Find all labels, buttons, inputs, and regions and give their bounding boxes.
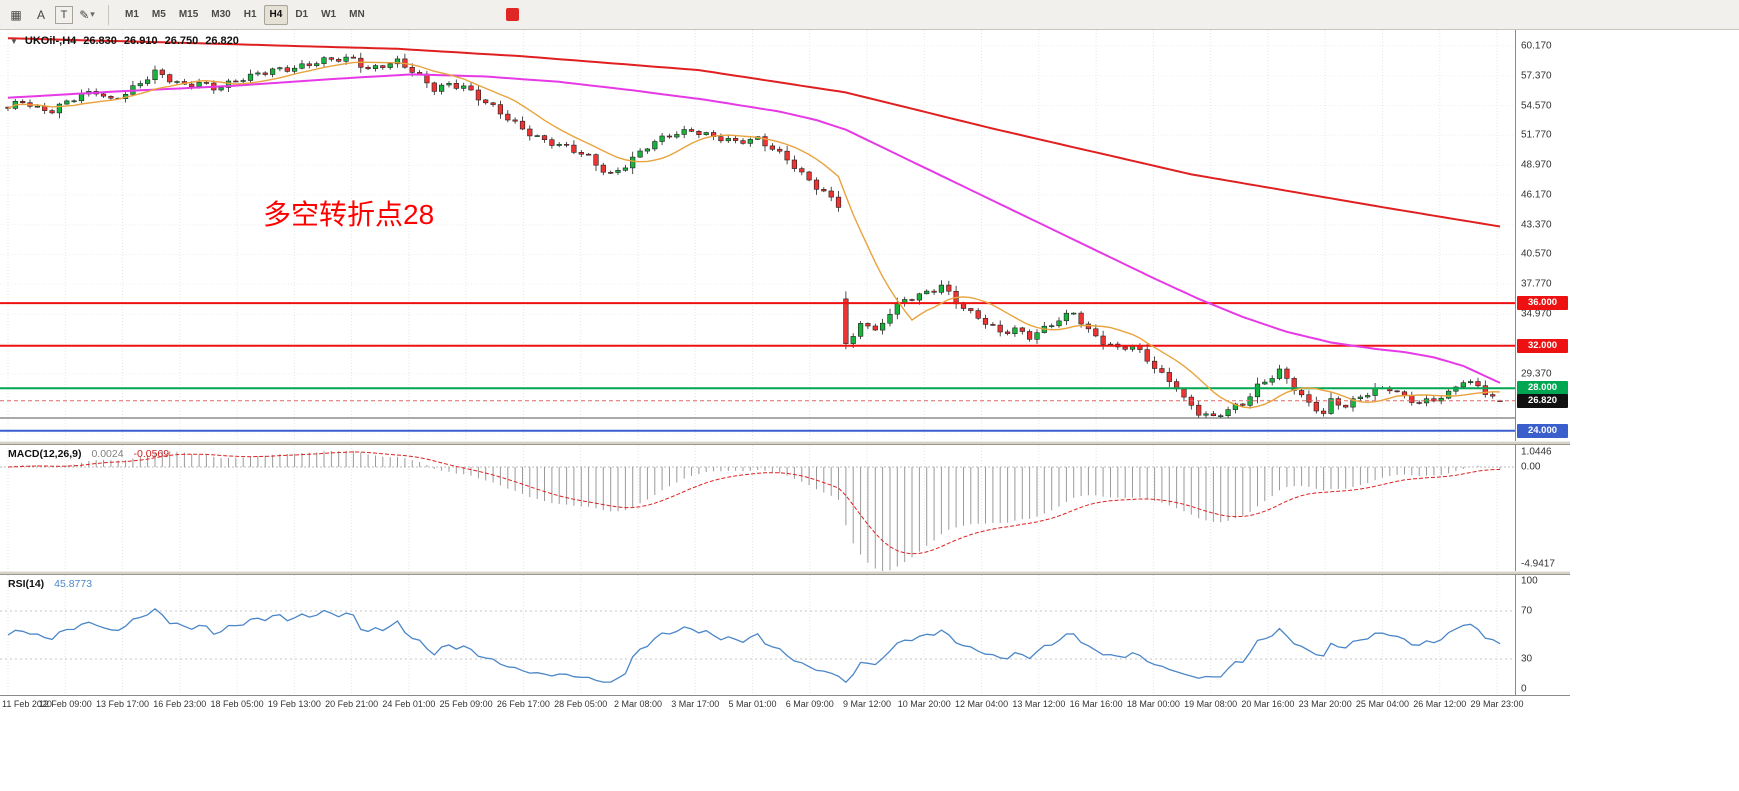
timeframe-h4[interactable]: H4 (263, 4, 289, 25)
timeframe-m15[interactable]: M15 (173, 5, 204, 25)
ohlc-high: 26.910 (123, 35, 158, 47)
scale-label: 30 (1521, 653, 1533, 665)
time-label: 18 Mar 00:00 (1126, 699, 1180, 709)
text-box-icon[interactable]: T (55, 5, 73, 24)
chart-window: ▼ UKOil-,H4 26.830 26.910 26.750 26.820 … (0, 30, 1570, 714)
time-label: 5 Mar 01:00 (728, 699, 777, 709)
macd-signal-value: -0.0569 (133, 448, 170, 460)
rsi-pane: RSI(14) 45.8773 (0, 575, 1515, 695)
scale-label: 54.570 (1521, 100, 1552, 112)
price-scale[interactable]: 60.170 57.370 54.570 51.770 48.970 46.170 43.3… (1515, 30, 1570, 695)
time-label: 20 Feb 21:00 (325, 699, 379, 709)
collapse-arrow-icon[interactable]: ▼ (10, 36, 18, 46)
pane-divider[interactable] (0, 441, 1570, 445)
symbol-period-label: UKOil-,H4 (24, 35, 77, 47)
scale-label: 60.170 (1521, 40, 1552, 52)
scale-label: 34.970 (1521, 308, 1552, 320)
main-chart-svg (0, 30, 1515, 441)
time-label: 25 Mar 04:00 (1355, 699, 1409, 709)
price-badge-28.000: 28.000 (1517, 381, 1568, 396)
scale-label: 100 (1521, 575, 1538, 587)
scale-label: 0 (1521, 683, 1527, 695)
toolbar: ▦ A T ✎ ▾ M1 M5 M15 M30 H1 H4 D1 W1 MN (0, 0, 1739, 30)
pane-divider[interactable] (0, 571, 1570, 575)
scale-label: 48.970 (1521, 159, 1552, 171)
ohlc-low: 26.750 (164, 35, 199, 47)
macd-canvas[interactable] (0, 445, 1515, 571)
price-badge-32.000: 32.000 (1517, 338, 1568, 353)
time-label: 13 Feb 17:00 (96, 699, 150, 709)
draw-tools-button[interactable]: ✎ ▾ (76, 4, 98, 26)
pencil-icon: ✎ (79, 7, 90, 22)
text-label-icon[interactable]: A (30, 4, 52, 26)
chart-annotation: 多空转折点28 (263, 199, 435, 230)
ohlc-open: 26.830 (83, 35, 117, 47)
dropdown-caret-icon: ▾ (90, 9, 95, 19)
scale-label: 1.0446 (1521, 446, 1552, 458)
time-label: 12 Feb 09:00 (38, 699, 92, 709)
scale-label: -4.9417 (1521, 558, 1555, 570)
red-marker-icon[interactable] (505, 8, 519, 21)
timeframe-w1[interactable]: W1 (315, 5, 342, 25)
grid-icon[interactable]: ▦ (5, 4, 27, 26)
timeframe-group: M1 M5 M15 M30 H1 H4 D1 W1 MN (119, 4, 371, 25)
rsi-value: 45.8773 (54, 578, 93, 590)
scale-label: 51.770 (1521, 129, 1552, 141)
main-chart-canvas[interactable] (0, 30, 1515, 441)
time-label: 23 Mar 20:00 (1298, 699, 1352, 709)
time-axis[interactable]: 11 Feb 2020 12 Feb 09:00 13 Feb 17:00 16 Fe… (0, 695, 1570, 714)
main-price-pane: ▼ UKOil-,H4 26.830 26.910 26.750 26.820 … (0, 30, 1515, 441)
time-label: 6 Mar 09:00 (785, 699, 834, 709)
time-label: 19 Mar 08:00 (1184, 699, 1238, 709)
scale-label: 57.370 (1521, 70, 1552, 82)
ohlc-close: 26.820 (205, 35, 239, 47)
rsi-label: RSI(14) 45.8773 (8, 578, 92, 590)
time-label: 16 Feb 23:00 (153, 699, 207, 709)
time-label: 25 Feb 09:00 (439, 699, 493, 709)
time-label: 26 Mar 12:00 (1413, 699, 1467, 709)
scale-label: 29.370 (1521, 368, 1552, 380)
timeframe-d1[interactable]: D1 (289, 5, 314, 25)
time-label: 11 Feb 2020 (2, 699, 52, 709)
timeframe-m30[interactable]: M30 (205, 5, 236, 25)
scale-label: 40.570 (1521, 248, 1552, 260)
time-label: 19 Feb 13:00 (267, 699, 321, 709)
time-label: 24 Feb 01:00 (382, 699, 436, 709)
rsi-canvas[interactable] (0, 575, 1515, 695)
timeframe-m5[interactable]: M5 (146, 5, 172, 25)
scale-label: 70 (1521, 605, 1533, 617)
scale-label: 37.770 (1521, 278, 1552, 290)
macd-main-value: 0.0024 (91, 448, 124, 460)
macd-label: MACD(12,26,9) 0.0024 -0.0569 (8, 448, 169, 460)
scale-label: 0.00 (1521, 461, 1541, 473)
time-label: 3 Mar 17:00 (671, 699, 720, 709)
macd-pane: MACD(12,26,9) 0.0024 -0.0569 (0, 445, 1515, 571)
price-badge-26.820: 26.820 (1517, 393, 1568, 408)
time-label: 13 Mar 12:00 (1012, 699, 1066, 709)
time-label: 12 Mar 04:00 (955, 699, 1009, 709)
rsi-svg (0, 575, 1515, 695)
time-label: 26 Feb 17:00 (496, 699, 550, 709)
scale-label: 46.170 (1521, 189, 1552, 201)
time-label: 29 Mar 23:00 (1470, 699, 1524, 709)
timeframe-h1[interactable]: H1 (238, 5, 263, 25)
time-label: 10 Mar 20:00 (897, 699, 951, 709)
time-label: 28 Feb 05:00 (554, 699, 608, 709)
timeframe-m1[interactable]: M1 (119, 5, 145, 25)
time-label: 16 Mar 16:00 (1069, 699, 1123, 709)
scale-label: 43.370 (1521, 219, 1552, 231)
rsi-name: RSI(14) (8, 578, 45, 590)
time-label: 9 Mar 12:00 (843, 699, 892, 709)
time-label: 20 Mar 16:00 (1241, 699, 1295, 709)
toolbar-separator (108, 4, 109, 25)
timeframe-mn[interactable]: MN (343, 5, 371, 25)
chart-title: ▼ UKOil-,H4 26.830 26.910 26.750 26.820 (10, 35, 239, 47)
price-badge-24.000: 24.000 (1517, 423, 1568, 438)
macd-name: MACD(12,26,9) (8, 448, 82, 460)
time-label: 18 Feb 05:00 (210, 699, 264, 709)
time-label: 2 Mar 08:00 (613, 699, 662, 709)
price-badge-36.000: 36.000 (1517, 296, 1568, 311)
macd-svg (0, 445, 1515, 571)
